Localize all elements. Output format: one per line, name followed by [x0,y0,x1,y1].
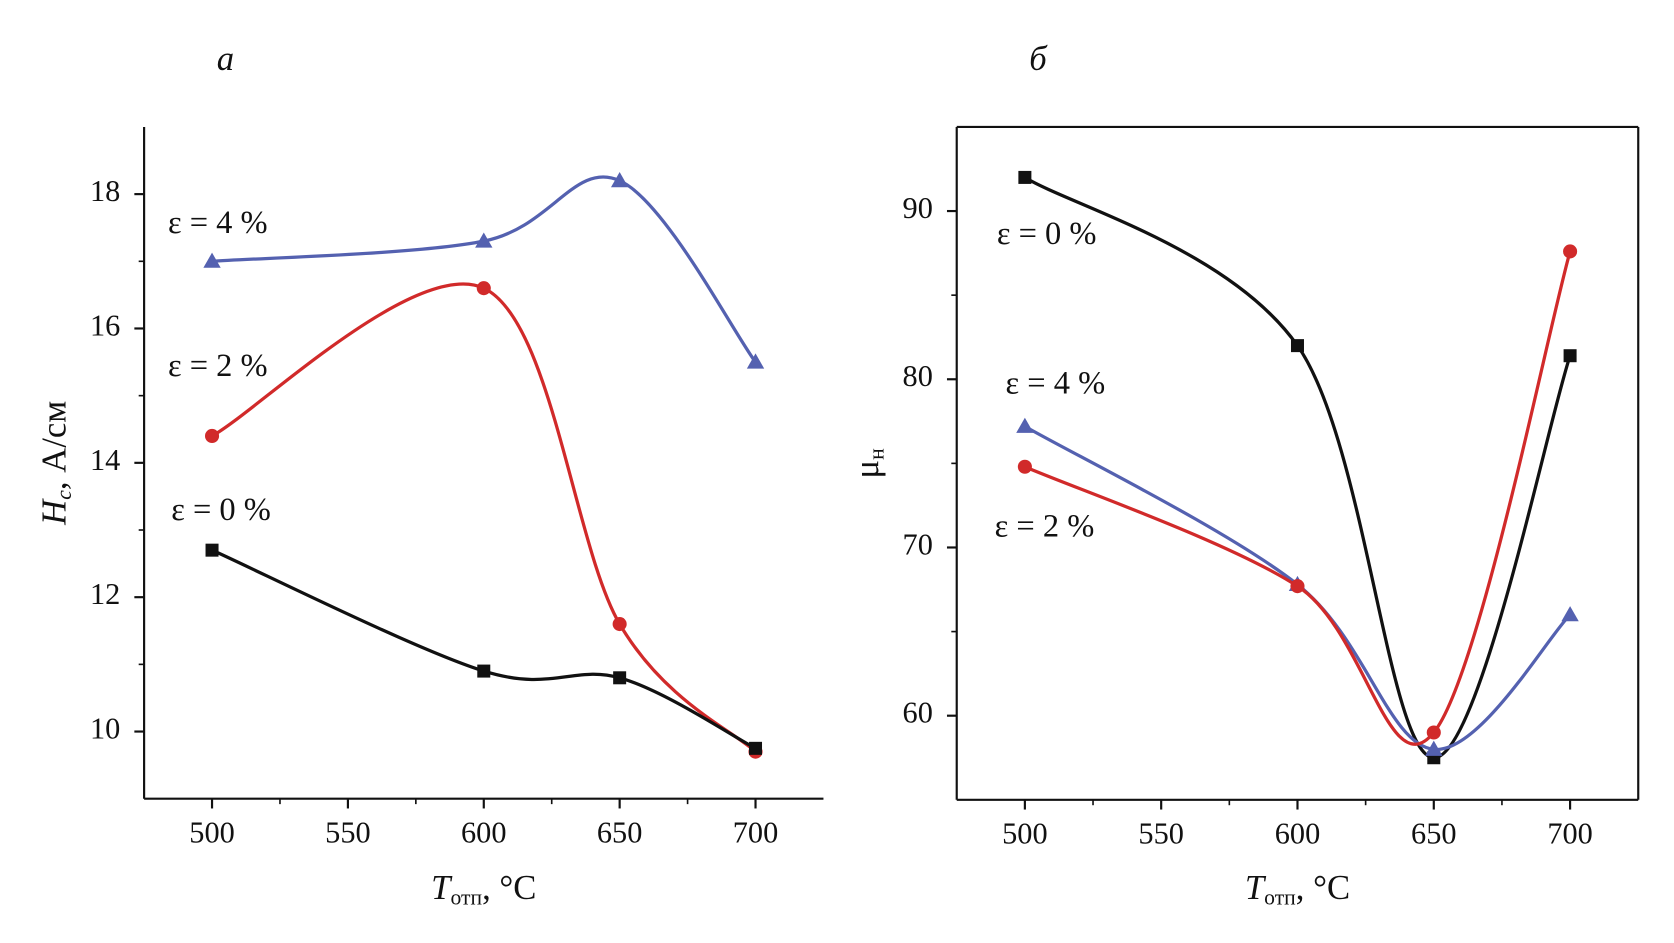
x-tick-label: 500 [189,816,235,850]
marker [1425,740,1443,756]
series-label: ε = 0 % [171,492,271,528]
marker [1016,417,1034,433]
marker [477,664,491,678]
series-line [211,175,757,364]
label-subscript: c [52,490,76,500]
x-tick-label: 550 [325,816,370,850]
series-line [1024,250,1572,746]
label-symbol: H [35,498,73,526]
y-tick-label: 70 [903,527,933,561]
marker [475,232,493,248]
label-symbol: T [1245,869,1267,907]
series-label: ε = 2 % [995,508,1095,544]
chart-title: б [1029,40,1048,78]
marker [746,353,765,369]
marker [203,252,221,268]
marker [1290,579,1305,594]
label-unit: , °C [482,869,536,907]
x-tick-label: 700 [733,816,779,850]
x-tick-label: 600 [461,816,507,850]
x-tick-label: 650 [1411,817,1457,851]
label-subscript: отп [1264,885,1296,909]
marker [1017,459,1032,474]
label-symbol: T [431,869,453,907]
series-line [1024,176,1572,760]
series-line [211,548,757,750]
series-label: ε = 0 % [997,216,1097,252]
label-subscript: н [865,448,889,460]
marker [476,281,491,296]
y-tick-label: 16 [90,308,120,342]
marker [749,741,763,755]
series-label: ε = 4 % [1005,365,1105,401]
x-axis-label: Tотп, °C [1245,869,1350,910]
series-label: ε = 2 % [168,348,268,384]
y-tick-label: 90 [903,191,933,225]
y-tick-label: 10 [90,711,120,745]
label-unit: , °C [1296,869,1350,907]
x-tick-label: 700 [1547,817,1593,851]
marker [612,617,627,632]
marker [1290,339,1304,353]
x-tick-label: 550 [1138,817,1184,851]
label-subscript: отп [450,885,482,909]
x-tick-label: 600 [1275,817,1321,851]
x-tick-label: 500 [1002,817,1048,851]
marker [613,671,627,685]
chart-panel: а 500 550 600 650 700 10 12 14 16 18 Tотп, °C Hc, А/… [35,40,824,910]
y-axis-label: Hc, А/см [35,401,76,526]
marker [205,543,219,557]
x-axis-label: Tотп, °C [431,869,536,910]
y-tick-label: 60 [903,696,933,730]
marker [1018,170,1032,184]
marker [204,428,220,444]
y-tick-label: 80 [903,359,933,393]
marker [610,172,629,188]
series-label: ε = 4 % [168,205,268,241]
series-line [1024,424,1572,751]
y-axis-label: μн [848,448,889,479]
label-unit: , А/см [35,401,73,490]
chart-title: а [217,40,234,78]
marker [1563,349,1577,363]
y-tick-label: 14 [90,443,120,477]
marker [1563,244,1578,259]
series-line [211,282,757,753]
marker [1561,606,1579,622]
y-tick-label: 12 [90,577,120,611]
marker [1426,725,1441,740]
chart-panel: б 500 550 600 650 700 60 70 80 90 Tотп, °C μн ε = 0 … [848,40,1640,910]
y-tick-label: 18 [90,174,120,208]
x-tick-label: 650 [597,816,643,850]
label-symbol: μ [848,460,886,479]
